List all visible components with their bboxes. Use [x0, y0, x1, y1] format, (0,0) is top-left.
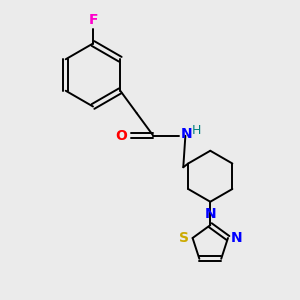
Text: O: O: [115, 129, 127, 143]
Text: N: N: [230, 231, 242, 245]
Text: N: N: [180, 127, 192, 141]
Text: S: S: [179, 231, 189, 245]
Text: F: F: [88, 13, 98, 27]
Text: N: N: [205, 207, 216, 221]
Text: H: H: [191, 124, 201, 137]
